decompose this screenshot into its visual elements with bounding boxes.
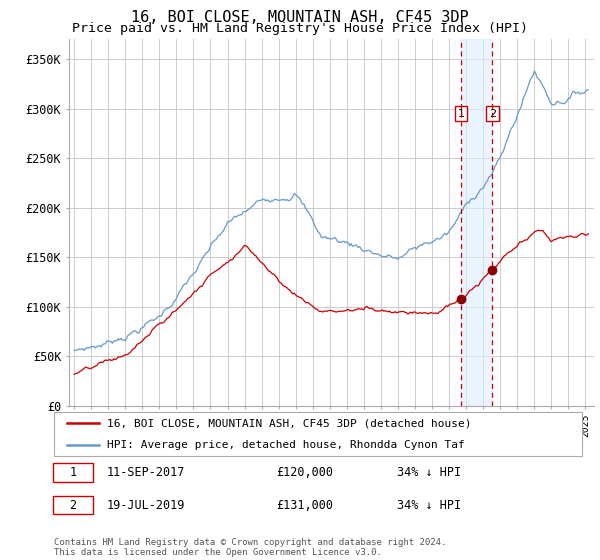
Text: 11-SEP-2017: 11-SEP-2017 bbox=[107, 465, 185, 479]
Text: 2: 2 bbox=[69, 498, 76, 512]
Text: £131,000: £131,000 bbox=[276, 498, 333, 512]
Text: Price paid vs. HM Land Registry's House Price Index (HPI): Price paid vs. HM Land Registry's House … bbox=[72, 22, 528, 35]
Text: 34% ↓ HPI: 34% ↓ HPI bbox=[397, 465, 461, 479]
Text: HPI: Average price, detached house, Rhondda Cynon Taf: HPI: Average price, detached house, Rhon… bbox=[107, 440, 464, 450]
FancyBboxPatch shape bbox=[53, 496, 92, 515]
Text: 16, BOI CLOSE, MOUNTAIN ASH, CF45 3DP: 16, BOI CLOSE, MOUNTAIN ASH, CF45 3DP bbox=[131, 10, 469, 25]
Text: 2: 2 bbox=[489, 109, 496, 119]
FancyBboxPatch shape bbox=[53, 463, 92, 482]
Text: Contains HM Land Registry data © Crown copyright and database right 2024.
This d: Contains HM Land Registry data © Crown c… bbox=[54, 538, 446, 557]
Text: 1: 1 bbox=[69, 465, 76, 479]
Text: 34% ↓ HPI: 34% ↓ HPI bbox=[397, 498, 461, 512]
Text: £120,000: £120,000 bbox=[276, 465, 333, 479]
Text: 16, BOI CLOSE, MOUNTAIN ASH, CF45 3DP (detached house): 16, BOI CLOSE, MOUNTAIN ASH, CF45 3DP (d… bbox=[107, 418, 472, 428]
Text: 1: 1 bbox=[457, 109, 464, 119]
Bar bbox=[461, 39, 493, 406]
FancyBboxPatch shape bbox=[54, 412, 582, 456]
Text: 19-JUL-2019: 19-JUL-2019 bbox=[107, 498, 185, 512]
